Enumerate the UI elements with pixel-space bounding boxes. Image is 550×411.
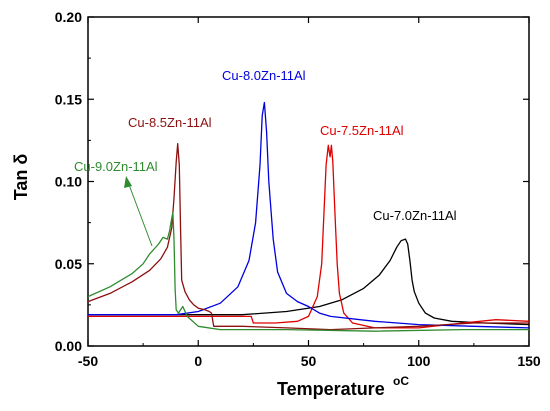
x-axis-title: Temperature (277, 379, 385, 399)
x-axis-unit: oC (393, 374, 409, 388)
x-tick-label: 150 (517, 353, 541, 369)
label-cu-8-0zn: Cu-8.0Zn-11Al (222, 68, 306, 83)
x-tick-label: -50 (78, 353, 98, 369)
series-line-cu-8-0zn-11al (88, 101, 530, 329)
plot-area (87, 16, 530, 347)
series-line-cu-7-0zn-11al (88, 238, 530, 326)
y-tick-label: 0.10 (55, 174, 82, 190)
y-axis-title: Tan δ (11, 154, 31, 201)
tick-layer: -50 0 50 100 150 0.00 0.05 0.10 0.15 0.20 (55, 9, 541, 369)
label-cu-9-0zn: Cu-9.0Zn-11Al (74, 159, 158, 174)
x-tick-label: 50 (301, 353, 317, 369)
x-tick-label: 0 (194, 353, 202, 369)
label-cu-7-5zn: Cu-7.5Zn-11Al (320, 123, 404, 138)
label-cu-7-0zn: Cu-7.0Zn-11Al (373, 208, 457, 223)
label-cu-8-5zn: Cu-8.5Zn-11Al (128, 115, 212, 130)
x-tick-label: 100 (407, 353, 431, 369)
y-tick-label: 0.15 (55, 91, 82, 107)
series-layer (87, 101, 530, 332)
series-line-cu-9-0zn-11al (87, 212, 529, 332)
series-line-cu-8-5zn-11al (87, 143, 529, 331)
y-tick-label: 0.00 (55, 338, 82, 354)
y-tick-label: 0.20 (55, 9, 82, 25)
y-tick-label: 0.05 (55, 256, 82, 272)
series-line-cu-7-5zn-11al (88, 144, 530, 329)
plot-border (87, 16, 530, 347)
annotation-arrow (124, 176, 153, 247)
